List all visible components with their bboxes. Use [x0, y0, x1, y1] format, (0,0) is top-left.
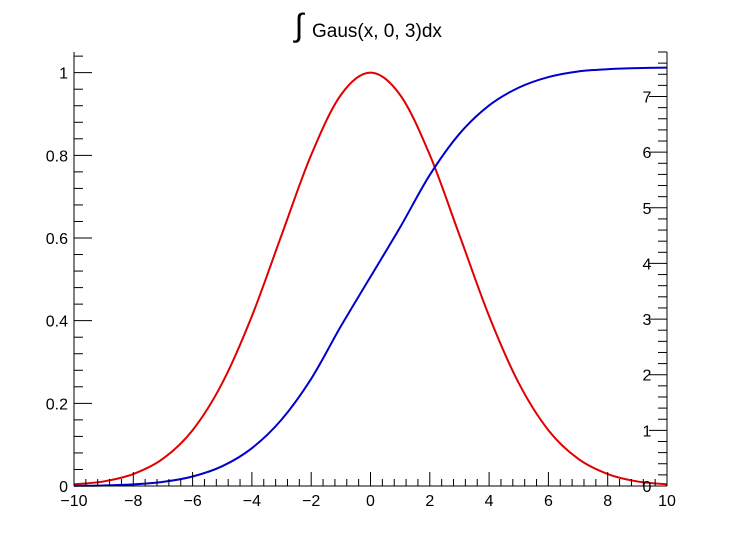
- x-tick-label: 4: [485, 493, 494, 510]
- gaussian-curve: [73, 71, 668, 486]
- y-right-tick-label: 7: [643, 90, 652, 107]
- plot-frame: [73, 52, 668, 487]
- y-right-tick-label: 5: [643, 201, 652, 218]
- x-tick-label: 8: [603, 493, 612, 510]
- series-layer: [73, 66, 668, 487]
- chart-title: ∫ Gaus(x, 0, 3)dx: [293, 7, 443, 43]
- integral-curve: [73, 66, 668, 487]
- x-tick-label: 6: [544, 493, 553, 510]
- x-tick-label: 10: [658, 493, 676, 510]
- x-tick-label: −6: [183, 493, 201, 510]
- y-right-tick-label: 0: [643, 479, 652, 496]
- y-left-tick-label: 1: [59, 66, 68, 83]
- chart-title-text: Gaus(x, 0, 3)dx: [312, 21, 442, 42]
- x-tick-label: −10: [60, 493, 87, 510]
- ticks-layer: [73, 51, 668, 487]
- x-tick-label: 0: [366, 493, 375, 510]
- y-right-tick-label: 6: [643, 145, 652, 162]
- y-left-tick-label: 0: [59, 479, 68, 496]
- x-tick-label: 2: [425, 493, 434, 510]
- x-tick-label: −2: [302, 493, 320, 510]
- y-left-tick-label: 0.6: [46, 231, 68, 248]
- y-left-tick-label: 0.4: [46, 314, 68, 331]
- y-right-tick-label: 3: [643, 312, 652, 329]
- y-left-tick-label: 0.8: [46, 148, 68, 165]
- x-tick-label: −8: [124, 493, 142, 510]
- y-right-tick-label: 1: [643, 423, 652, 440]
- y-right-tick-label: 2: [643, 368, 652, 385]
- y-left-tick-label: 0.2: [46, 396, 68, 413]
- y-right-tick-label: 4: [643, 256, 652, 273]
- integral-symbol: ∫: [293, 7, 306, 43]
- x-tick-label: −4: [243, 493, 261, 510]
